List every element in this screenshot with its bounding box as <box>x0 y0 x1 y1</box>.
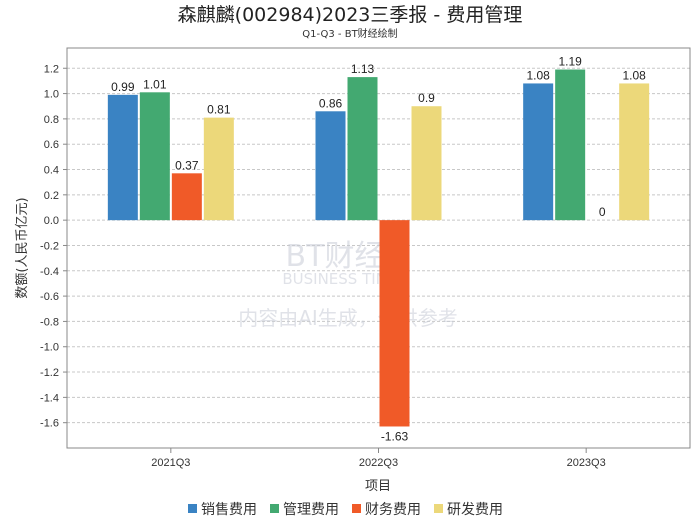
x-tick-label: 2023Q3 <box>567 457 606 469</box>
y-axis-title: 数额(人民币亿元) <box>15 197 30 298</box>
y-tick-label: 0.4 <box>44 165 59 177</box>
bar <box>107 94 138 221</box>
y-tick-label: -0.6 <box>40 291 59 303</box>
y-tick-label: 1.0 <box>44 89 59 101</box>
watermark-notice: 内容由AI生成，仅供参考 <box>238 306 458 330</box>
data-label: 0.81 <box>207 103 231 117</box>
chart-subtitle: Q1-Q3 - BT财经绘制 <box>302 27 397 40</box>
bar <box>203 117 234 221</box>
bar <box>379 220 410 427</box>
x-tick-label: 2022Q3 <box>359 457 398 469</box>
watermark-brand: BT财经 <box>286 239 385 274</box>
y-tick-label: 0.8 <box>44 114 59 126</box>
legend-swatch <box>434 504 443 513</box>
y-tick-label: 0.6 <box>44 139 59 151</box>
y-tick-label: -0.8 <box>40 316 59 328</box>
legend-label: 财务费用 <box>365 502 421 518</box>
legend-label: 研发费用 <box>447 502 503 518</box>
y-tick-label: -1.6 <box>40 418 59 430</box>
legend-label: 销售费用 <box>201 502 257 518</box>
y-tick-label: 0.0 <box>44 215 59 227</box>
bar <box>347 77 378 221</box>
legend-swatch <box>270 504 279 513</box>
y-tick-label: -1.0 <box>40 342 59 354</box>
bar <box>411 106 442 221</box>
y-tick-label: -0.2 <box>40 240 59 252</box>
bar <box>523 83 554 221</box>
bar <box>315 111 346 221</box>
data-label: 1.19 <box>558 55 582 69</box>
y-tick-label: -1.2 <box>40 367 59 379</box>
bar <box>139 92 170 221</box>
bar <box>171 173 202 221</box>
x-tick-label: 2021Q3 <box>151 457 190 469</box>
y-tick-label: 1.2 <box>44 63 59 75</box>
plot-frame <box>66 47 691 449</box>
legend-label: 管理费用 <box>283 502 339 518</box>
watermark-brand-en: BUSINESS TIMES <box>282 270 407 288</box>
legend-swatch <box>188 504 197 513</box>
y-tick-label: -1.4 <box>40 392 59 404</box>
data-label: 0 <box>599 205 606 219</box>
bar <box>555 69 586 221</box>
data-label: -1.63 <box>381 429 409 443</box>
legend-swatch <box>352 504 361 513</box>
bar <box>619 83 650 221</box>
data-label: 0.86 <box>319 96 343 110</box>
data-label: 1.08 <box>622 68 646 82</box>
y-tick-label: -0.4 <box>40 266 59 278</box>
data-label: 1.01 <box>143 77 167 91</box>
x-axis-title: 项目 <box>365 479 391 494</box>
chart-title: 森麒麟(002984)2023三季报 - 费用管理 <box>178 4 523 26</box>
data-label: 1.08 <box>526 68 550 82</box>
data-label: 0.37 <box>175 158 199 172</box>
legend: 销售费用 管理费用 财务费用 研发费用 <box>188 502 503 518</box>
y-tick-label: 0.2 <box>44 190 59 202</box>
watermark: BT财经 BUSINESS TIMES 内容由AI生成，仅供参考 <box>238 239 458 330</box>
data-label: 1.13 <box>351 62 375 76</box>
data-label: 0.9 <box>418 91 435 105</box>
data-label: 0.99 <box>111 80 135 94</box>
